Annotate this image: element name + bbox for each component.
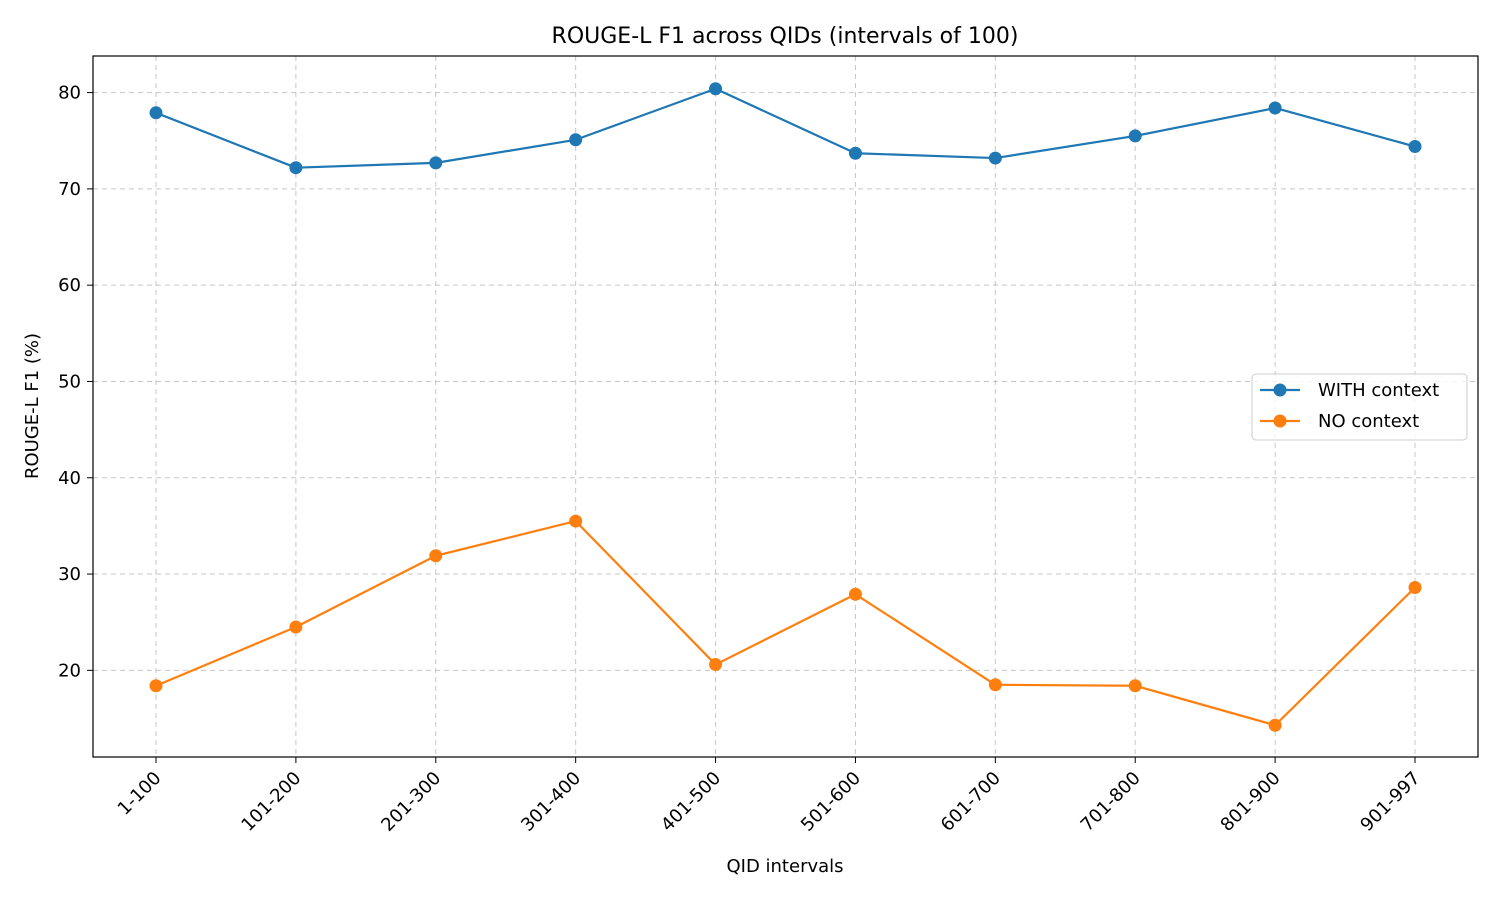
data-point	[149, 106, 163, 120]
data-point	[289, 620, 303, 634]
legend-label-1: NO context	[1318, 411, 1419, 432]
data-point	[848, 587, 862, 601]
data-point	[149, 679, 163, 693]
data-point	[988, 678, 1002, 692]
series-line-1	[155, 519, 1416, 727]
ticks-layer: 1-100 101-200 201-300 301-400 401-500 501-600…	[58, 83, 1424, 836]
data-point	[569, 514, 583, 528]
legend-marker-1	[1273, 414, 1287, 428]
x-tick-label: 101-200	[237, 768, 305, 836]
legend: WITH context NO context	[1251, 373, 1468, 441]
x-tick-label: 401-500	[657, 768, 725, 836]
data-point	[709, 82, 723, 96]
data-point	[1128, 679, 1142, 693]
data-point	[709, 658, 723, 672]
data-point	[848, 146, 862, 160]
x-tick-label: 701-800	[1077, 768, 1145, 836]
x-tick-label: 801-900	[1217, 768, 1285, 836]
series-line-0	[155, 87, 1416, 169]
grid-layer	[93, 56, 1478, 757]
series-layer	[149, 82, 1422, 732]
legend-marker-0	[1273, 383, 1287, 397]
x-tick-label: 201-300	[377, 768, 445, 836]
x-tick-label: 601-700	[937, 768, 1005, 836]
axes-frame	[92, 55, 1479, 758]
x-tick-label: 1-100	[114, 768, 166, 820]
legend-label-0: WITH context	[1318, 380, 1439, 401]
x-tick-label: 501-600	[797, 768, 865, 836]
y-tick-label: 80	[58, 83, 81, 104]
y-tick-label: 30	[58, 564, 81, 585]
chart-title: ROUGE-L F1 across QIDs (intervals of 100…	[552, 24, 1019, 49]
y-tick-label: 50	[58, 371, 81, 392]
data-point	[1268, 101, 1282, 115]
x-tick-label: 301-400	[517, 768, 585, 836]
data-point	[1408, 140, 1422, 154]
y-axis-label: ROUGE-L F1 (%)	[22, 333, 43, 479]
x-tick-label: 901-997	[1356, 768, 1424, 836]
y-tick-label: 20	[58, 660, 81, 681]
data-point	[569, 133, 583, 147]
x-axis-label: QID intervals	[726, 856, 843, 877]
data-point	[1408, 581, 1422, 595]
y-tick-label: 40	[58, 468, 81, 489]
data-point	[1128, 129, 1142, 143]
data-point	[429, 156, 443, 170]
data-point	[289, 161, 303, 175]
data-point	[988, 151, 1002, 165]
legend-box	[1251, 373, 1468, 441]
y-tick-label: 70	[58, 179, 81, 200]
y-tick-label: 60	[58, 275, 81, 296]
data-point	[1268, 718, 1282, 732]
data-point	[429, 549, 443, 563]
